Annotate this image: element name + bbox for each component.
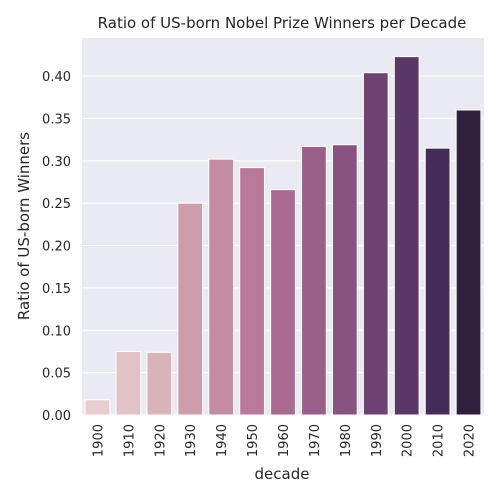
x-tick-label: 1930 (184, 424, 199, 457)
y-axis-label: Ratio of US-born Winners (15, 132, 33, 320)
x-tick-label: 1960 (277, 424, 292, 457)
x-tick-label: 2000 (401, 424, 416, 457)
bar-2020 (455, 109, 482, 416)
bar-1970 (301, 145, 327, 416)
bar-1980 (331, 144, 358, 416)
bar-2000 (393, 56, 420, 416)
y-tick-label: 0.00 (42, 409, 71, 424)
x-tick-label: 1910 (122, 424, 137, 457)
y-tick-label: 0.05 (42, 367, 71, 382)
x-tick-label: 1970 (308, 424, 323, 457)
y-tick-label: 0.20 (42, 240, 71, 255)
bar-1960 (270, 189, 296, 416)
x-tick-labels: 1900 1910 1920 1930 1940 1950 1960 1970 1980 1990… (91, 424, 477, 457)
bar-1950 (239, 167, 265, 416)
y-tick-labels: 0.00 0.05 0.10 0.15 0.20 0.25 0.30 0.35 0.40 (42, 70, 71, 424)
x-tick-label: 1920 (153, 424, 168, 457)
bar-1920 (146, 351, 173, 416)
bar-1900 (84, 399, 111, 416)
x-tick-label: 1950 (246, 424, 261, 457)
y-tick-label: 0.25 (42, 197, 71, 212)
y-tick-label: 0.40 (42, 70, 71, 85)
y-tick-label: 0.35 (42, 112, 71, 127)
x-tick-label: 1990 (370, 424, 385, 457)
x-axis-label: decade (255, 465, 310, 483)
bar-2010 (424, 147, 451, 416)
x-tick-label: 2020 (463, 424, 478, 457)
x-tick-label: 1900 (91, 424, 106, 457)
y-tick-label: 0.30 (42, 155, 71, 170)
x-tick-label: 1940 (215, 424, 230, 457)
bar-1930 (177, 202, 204, 416)
chart-title: Ratio of US-born Nobel Prize Winners per… (98, 14, 467, 32)
y-tick-label: 0.15 (42, 282, 71, 297)
bar-1940 (208, 158, 235, 416)
y-tick-label: 0.10 (42, 324, 71, 339)
bars (84, 56, 482, 416)
x-tick-label: 2010 (432, 424, 447, 457)
bar-1990 (362, 72, 389, 416)
x-tick-label: 1980 (339, 424, 354, 457)
bar-1910 (115, 350, 142, 416)
